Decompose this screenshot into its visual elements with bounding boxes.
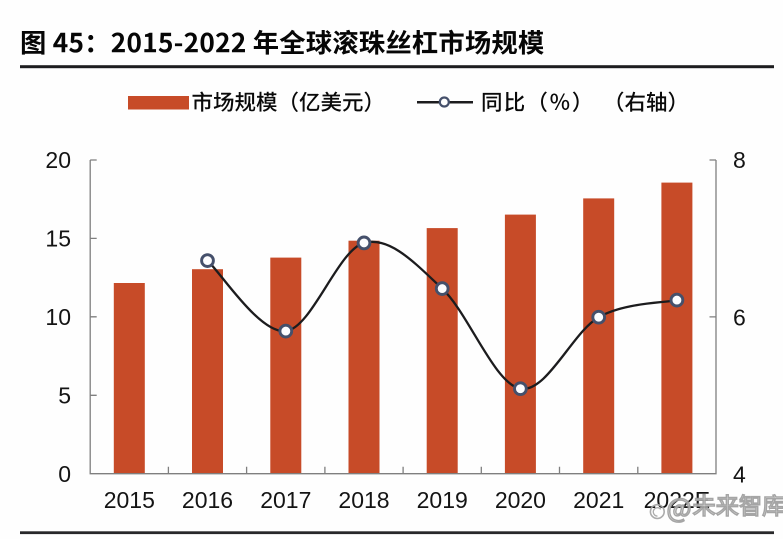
svg-text:2021: 2021 [573,487,624,513]
svg-text:0: 0 [58,461,71,487]
svg-text:2017: 2017 [260,487,311,513]
svg-text:6: 6 [733,305,746,331]
svg-text:8: 8 [733,147,746,173]
svg-text:2019: 2019 [417,487,468,513]
svg-text:2020: 2020 [495,487,546,513]
svg-text:2016: 2016 [182,487,233,513]
svg-text:2018: 2018 [338,487,389,513]
svg-text:5: 5 [58,383,71,409]
svg-text:10: 10 [45,304,71,330]
svg-text:15: 15 [45,226,71,252]
svg-text:4: 4 [733,461,746,487]
svg-text:20: 20 [45,147,71,173]
svg-text:2015: 2015 [104,487,155,513]
